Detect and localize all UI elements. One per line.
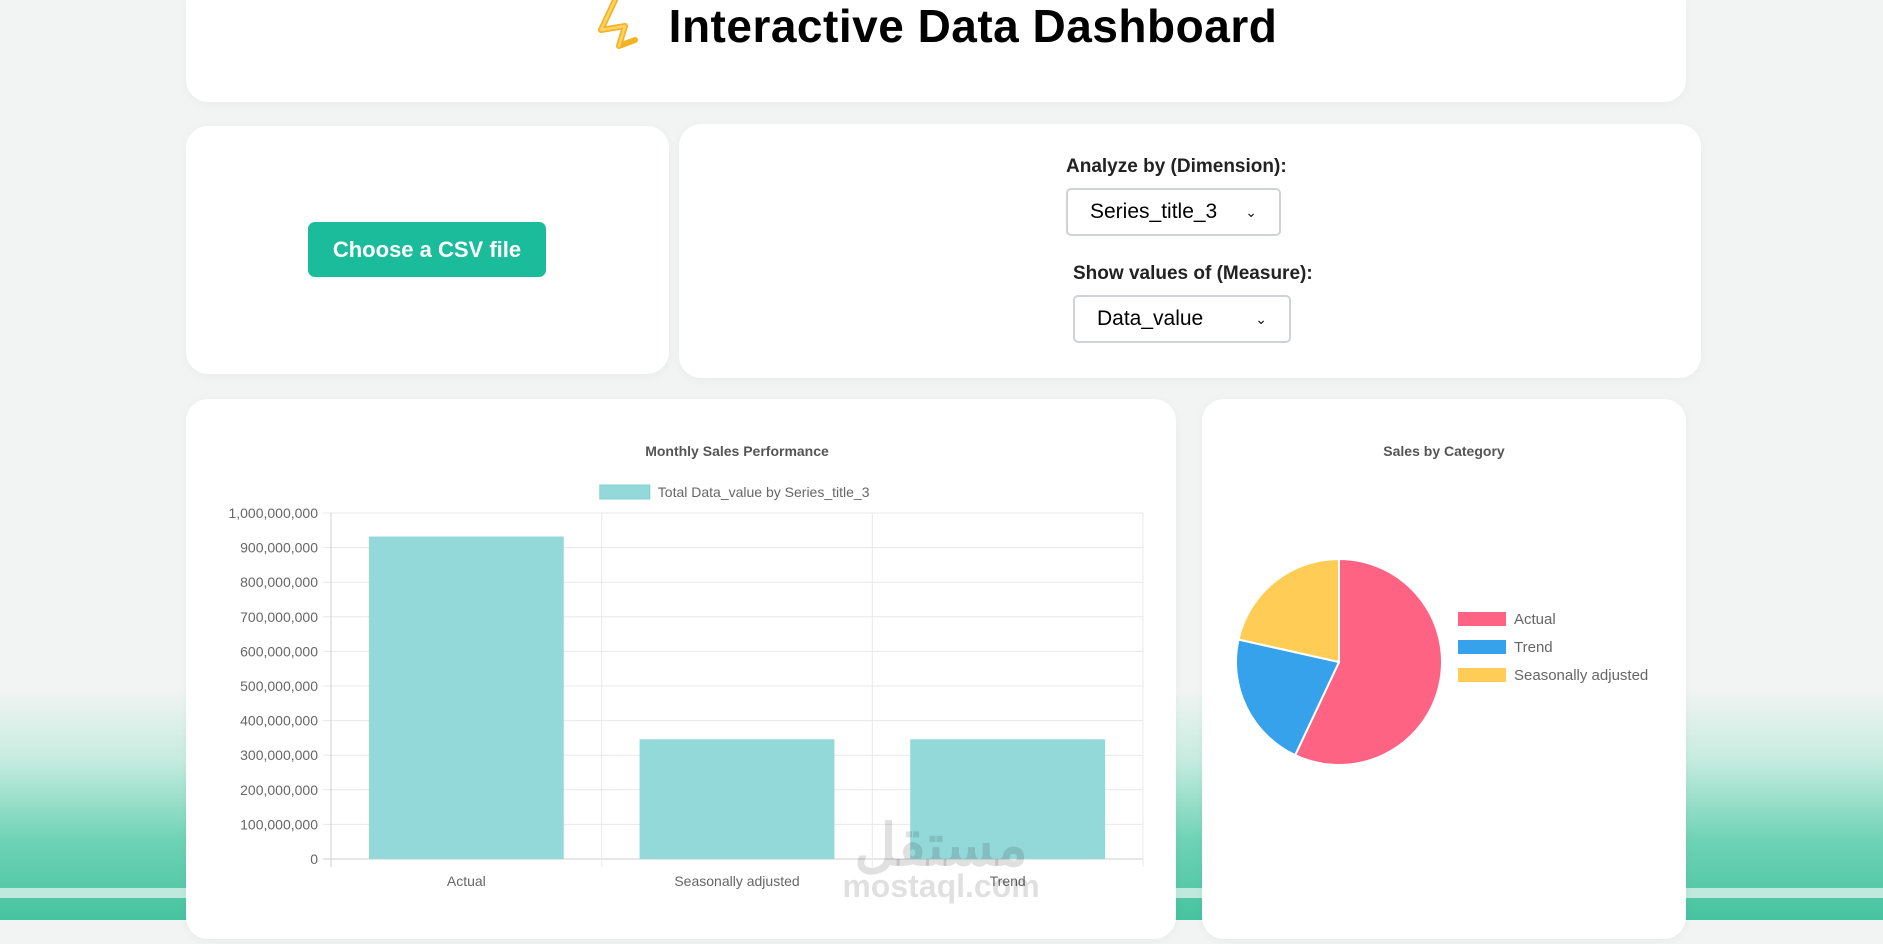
bar-chart-card: Monthly Sales Performance Total Data_valu… xyxy=(186,399,1176,939)
x-tick-label: Trend xyxy=(990,873,1026,889)
bar-chart: Monthly Sales Performance Total Data_valu… xyxy=(228,443,1144,889)
x-tick-label: Actual xyxy=(447,873,486,889)
page-title: Interactive Data Dashboard xyxy=(668,0,1278,52)
pie-slice xyxy=(1237,557,1340,664)
y-tick-label: 600,000,000 xyxy=(240,643,318,659)
y-tick-label: 1,000,000,000 xyxy=(228,505,318,521)
bar xyxy=(910,739,1106,859)
measure-label: Show values of (Measure): xyxy=(1073,263,1313,284)
legend-label: Actual xyxy=(1514,611,1556,628)
legend-swatch xyxy=(1458,668,1506,682)
pie-slice xyxy=(1293,557,1443,766)
y-tick-label: 800,000,000 xyxy=(240,574,318,590)
chevron-down-icon: ⌄ xyxy=(1255,310,1267,327)
bar xyxy=(639,739,835,859)
pie-chart-card: Sales by Category Actual Trend Seasonally a… xyxy=(1202,399,1686,939)
y-tick-label: 400,000,000 xyxy=(240,713,318,729)
measure-select[interactable]: Data_value ⌄ xyxy=(1073,295,1291,343)
pie-chart: Sales by Category Actual Trend Seasonally a… xyxy=(1235,443,1648,766)
chevron-down-icon: ⌄ xyxy=(1245,203,1257,220)
y-tick-label: 900,000,000 xyxy=(240,540,318,556)
lightning-icon xyxy=(595,0,643,59)
upload-card: Choose a CSV file xyxy=(186,126,669,374)
legend-label: Trend xyxy=(1514,639,1553,656)
dimension-select-value: Series_title_3 xyxy=(1090,200,1218,223)
x-tick-label: Seasonally adjusted xyxy=(674,873,799,889)
y-tick-label: 500,000,000 xyxy=(240,678,318,694)
dimension-select[interactable]: Series_title_3 ⌄ xyxy=(1066,188,1281,236)
controls-card: Analyze by (Dimension): Series_title_3 ⌄… xyxy=(679,124,1701,378)
measure-select-value: Data_value xyxy=(1097,307,1204,330)
y-tick-label: 200,000,000 xyxy=(240,782,318,798)
choose-csv-button[interactable]: Choose a CSV file xyxy=(308,222,546,277)
legend-swatch xyxy=(1458,640,1506,654)
y-tick-label: 100,000,000 xyxy=(240,816,318,832)
legend-swatch xyxy=(1458,612,1506,626)
header-card: Interactive Data Dashboard xyxy=(186,0,1686,102)
legend-swatch xyxy=(599,484,651,500)
y-tick-label: 300,000,000 xyxy=(240,747,318,763)
y-tick-label: 700,000,000 xyxy=(240,609,318,625)
bar xyxy=(368,536,564,859)
legend-label: Total Data_value by Series_title_3 xyxy=(658,484,870,500)
y-tick-label: 0 xyxy=(310,851,318,867)
chart-title: Monthly Sales Performance xyxy=(645,443,829,459)
legend-label: Seasonally adjusted xyxy=(1514,667,1648,684)
chart-title: Sales by Category xyxy=(1383,443,1505,459)
pie-slice xyxy=(1235,638,1341,757)
dimension-label: Analyze by (Dimension): xyxy=(1066,156,1287,177)
